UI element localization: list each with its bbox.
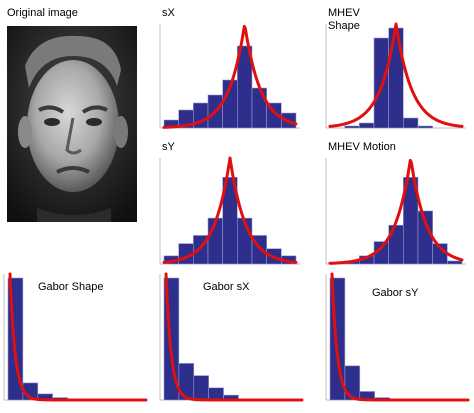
gabor-shape-label: Gabor Shape xyxy=(38,281,104,293)
histogram-bar xyxy=(193,375,209,401)
chart-sy xyxy=(159,156,300,265)
chart-gabor-sy xyxy=(325,272,470,402)
histogram-bar xyxy=(388,27,404,129)
fitted-curve xyxy=(328,158,464,265)
fitted-curve xyxy=(162,156,298,264)
histogram-bar xyxy=(344,125,360,129)
histogram-bar xyxy=(237,45,253,129)
chart-gabor-sx xyxy=(159,272,304,402)
original-image-label: Original image xyxy=(7,7,78,19)
fitted-curve xyxy=(162,24,298,129)
histogram-bar xyxy=(417,125,433,129)
chart-mhev-shape xyxy=(325,22,466,129)
fitted-curve xyxy=(8,272,148,402)
histogram-bar xyxy=(344,365,361,401)
histogram-bar xyxy=(208,387,224,401)
fitted-curve xyxy=(330,272,470,402)
histogram-bar xyxy=(251,87,267,129)
fitted-curve xyxy=(328,22,464,128)
gabor-sy-label: Gabor sY xyxy=(372,287,419,299)
histogram-bar xyxy=(447,260,463,265)
gabor-sx-label: Gabor sX xyxy=(203,281,250,293)
face-photo xyxy=(7,26,137,222)
histogram-bar xyxy=(403,117,419,129)
face-photo-image xyxy=(7,26,137,222)
fitted-curve xyxy=(164,272,304,402)
chart-gabor-shape xyxy=(3,272,148,402)
mhev-motion-label: MHEV Motion xyxy=(328,141,396,153)
mhev-shape-label: MHEV Shape xyxy=(328,7,360,32)
sx-label: sX xyxy=(162,7,175,19)
chart-sx xyxy=(159,24,300,129)
histogram-bar xyxy=(359,122,375,129)
sy-label: sY xyxy=(162,141,175,153)
chart-mhev-motion xyxy=(325,158,466,265)
